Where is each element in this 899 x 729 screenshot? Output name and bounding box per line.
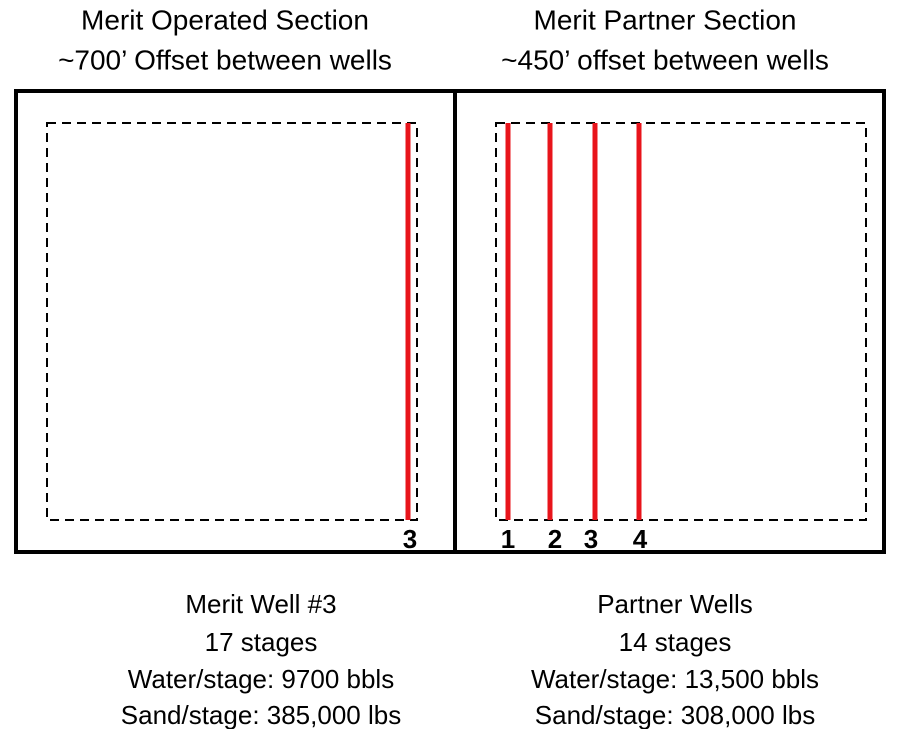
detail-line: Merit Well #3	[185, 589, 336, 619]
detail-line: Partner Wells	[597, 589, 753, 619]
section-heading: ~700’ Offset between wells	[58, 44, 392, 75]
well-label: 4	[633, 524, 648, 554]
detail-line: 14 stages	[619, 627, 732, 657]
section-heading: ~450’ offset between wells	[501, 44, 829, 75]
detail-line: Sand/stage: 308,000 lbs	[535, 700, 815, 729]
section-heading: Merit Partner Section	[534, 4, 797, 35]
well-label: 3	[403, 524, 417, 554]
well-label: 2	[548, 524, 562, 554]
outer-box	[14, 89, 886, 554]
section-heading: Merit Operated Section	[81, 4, 369, 35]
well-label: 3	[584, 524, 598, 554]
detail-line: Sand/stage: 385,000 lbs	[121, 700, 401, 729]
detail-line: Water/stage: 13,500 bbls	[531, 664, 819, 694]
dashed-boundary	[495, 122, 867, 521]
well-label: 1	[501, 524, 515, 554]
dashed-boundary	[46, 122, 418, 521]
detail-line: Water/stage: 9700 bbls	[128, 664, 394, 694]
detail-line: 17 stages	[205, 627, 318, 657]
